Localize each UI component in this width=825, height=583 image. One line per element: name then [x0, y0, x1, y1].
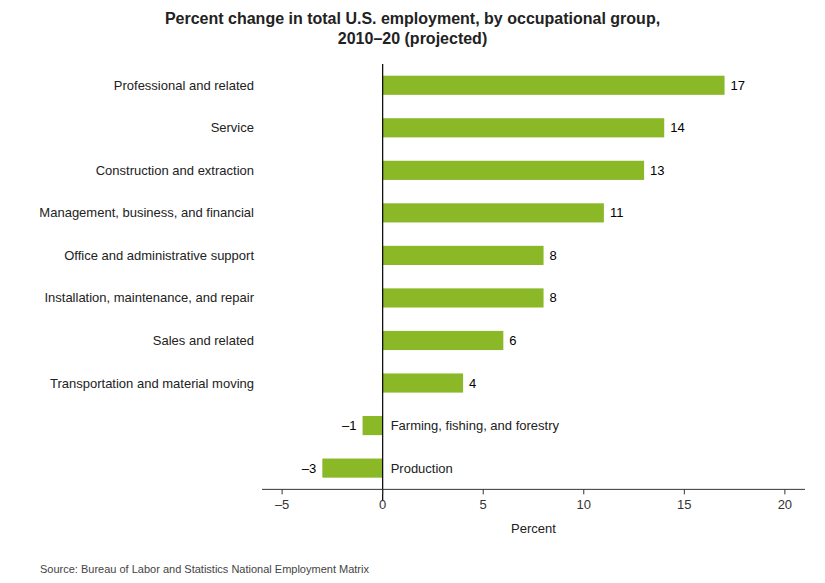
category-label: Farming, fishing, and forestry [391, 418, 560, 433]
title-line: 2010–20 (projected) [338, 30, 487, 47]
data-label: 8 [550, 248, 557, 263]
chart: Percent change in total U.S. employment,… [0, 0, 825, 583]
bar [383, 373, 463, 392]
x-axis-label: Percent [511, 521, 556, 536]
bar [363, 416, 383, 435]
category-label: Service [211, 120, 254, 135]
title-line: Percent change in total U.S. employment,… [165, 10, 660, 27]
x-tick [784, 489, 785, 494]
data-label: –1 [342, 418, 356, 433]
category-label: Management, business, and financial [39, 205, 254, 220]
x-tick [483, 489, 484, 494]
x-tick-label: 20 [778, 497, 792, 512]
chart-container: Percent change in total U.S. employment,… [0, 0, 825, 583]
x-tick-label: –5 [275, 497, 289, 512]
category-label: Office and administrative support [64, 248, 254, 263]
category-label: Transportation and material moving [50, 376, 254, 391]
bar [383, 246, 544, 265]
category-label: Production [391, 461, 453, 476]
data-label: 8 [550, 290, 557, 305]
category-label: Professional and related [114, 78, 254, 93]
x-tick-label: 0 [379, 497, 386, 512]
data-label: 11 [610, 205, 624, 220]
category-label: Installation, maintenance, and repair [44, 290, 254, 305]
x-axis-line [262, 489, 805, 490]
x-tick [583, 489, 584, 494]
data-label: –3 [302, 461, 316, 476]
data-label: 13 [650, 163, 664, 178]
bar [383, 161, 644, 180]
bar [383, 203, 604, 222]
x-tick-label: 10 [577, 497, 591, 512]
bar [383, 76, 725, 95]
data-label: 17 [731, 78, 745, 93]
annotation: Source: Bureau of Labor and Statistics N… [40, 563, 369, 575]
data-label: 6 [509, 333, 516, 348]
x-tick [684, 489, 685, 494]
data-label: 4 [469, 376, 476, 391]
x-tick [282, 489, 283, 494]
category-label: Sales and related [153, 333, 254, 348]
bar [383, 118, 665, 137]
data-label: 14 [670, 120, 684, 135]
x-tick [382, 489, 383, 494]
x-tick-label: 15 [677, 497, 691, 512]
zero-line [382, 64, 383, 500]
bar [383, 288, 544, 307]
category-label: Construction and extraction [96, 163, 254, 178]
title: Percent change in total U.S. employment,… [165, 10, 660, 47]
bar [322, 459, 382, 478]
bar [383, 331, 504, 350]
x-tick-label: 5 [480, 497, 487, 512]
